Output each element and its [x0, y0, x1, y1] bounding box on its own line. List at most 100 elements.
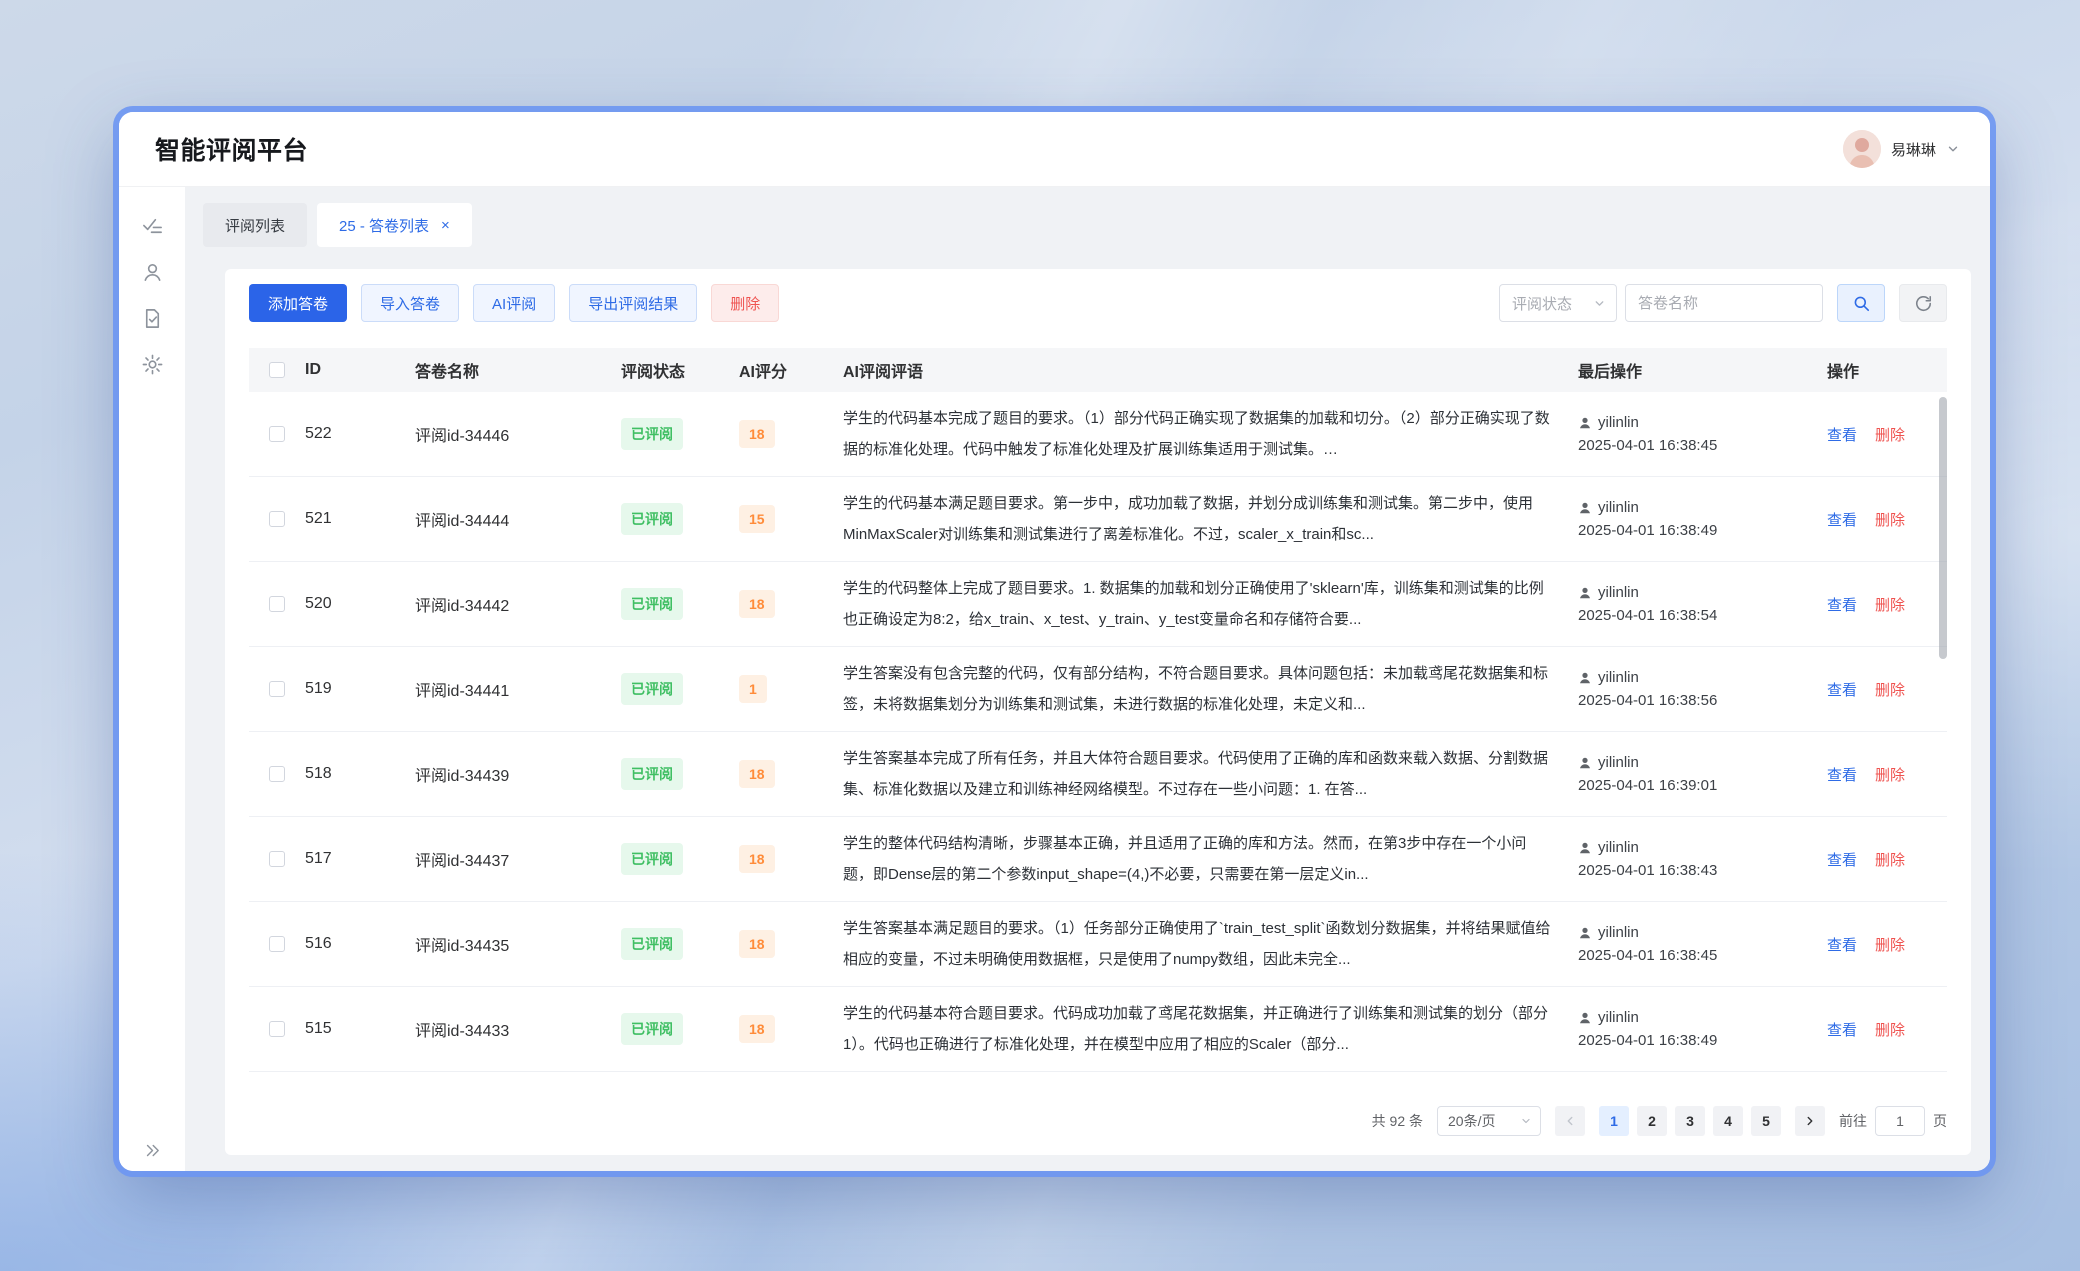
- sidebar-item-users[interactable]: [131, 249, 173, 295]
- status-filter-placeholder: 评阅状态: [1512, 295, 1573, 313]
- view-link[interactable]: 查看: [1827, 1021, 1858, 1039]
- row-checkbox[interactable]: [269, 1021, 285, 1037]
- add-answer-button[interactable]: 添加答卷: [249, 284, 348, 322]
- sidebar-item-review-list[interactable]: [131, 203, 173, 249]
- status-badge: 已评阅: [621, 673, 683, 705]
- refresh-button[interactable]: [1899, 284, 1947, 322]
- vertical-scrollbar-thumb[interactable]: [1939, 397, 1947, 659]
- delete-link[interactable]: 删除: [1875, 851, 1906, 869]
- document-check-icon: [145, 308, 159, 328]
- delete-link[interactable]: 删除: [1875, 426, 1906, 444]
- app-title: 智能评阅平台: [155, 137, 309, 165]
- row-name: 评阅id-34433: [415, 1023, 510, 1040]
- delete-link[interactable]: 删除: [1875, 1021, 1906, 1039]
- ai-comment: 学生答案没有包含完整的代码，仅有部分结构，不符合题目要求。具体问题包括：未加载鸢…: [843, 665, 1549, 713]
- chevron-down-icon: [1520, 1115, 1532, 1127]
- row-name: 评阅id-34435: [415, 938, 510, 955]
- page-button-2[interactable]: 2: [1637, 1106, 1667, 1136]
- row-checkbox[interactable]: [269, 681, 285, 697]
- row-checkbox[interactable]: [269, 851, 285, 867]
- sidebar-collapse-button[interactable]: [119, 1142, 185, 1159]
- row-name: 评阅id-34441: [415, 683, 510, 700]
- tab-answer-list[interactable]: 25 - 答卷列表 ×: [317, 203, 472, 247]
- delete-link[interactable]: 删除: [1875, 766, 1906, 784]
- column-header-last-op: 最后操作: [1578, 364, 1643, 381]
- view-link[interactable]: 查看: [1827, 766, 1858, 784]
- operation-time: 2025-04-01 16:38:45: [1578, 437, 1718, 454]
- sidebar-item-settings[interactable]: [131, 341, 173, 387]
- chevron-right-icon: [1807, 1116, 1813, 1126]
- user-icon: [143, 263, 161, 281]
- status-badge: 已评阅: [621, 1013, 683, 1045]
- view-link[interactable]: 查看: [1827, 681, 1858, 699]
- row-id: 515: [305, 1020, 332, 1037]
- user-icon: [1578, 756, 1592, 770]
- user-icon: [1578, 416, 1592, 430]
- sidebar-item-documents[interactable]: [131, 295, 173, 341]
- search-button[interactable]: [1837, 284, 1885, 322]
- tab-review-list[interactable]: 评阅列表: [203, 203, 308, 247]
- main-content: 评阅列表 25 - 答卷列表 × 添加答卷 导入答卷 AI评阅 导出评阅结果 删…: [185, 187, 1990, 1171]
- row-name: 评阅id-34442: [415, 598, 510, 615]
- view-link[interactable]: 查看: [1827, 596, 1858, 614]
- score-badge: 18: [739, 1015, 775, 1043]
- page-button-5[interactable]: 5: [1751, 1106, 1781, 1136]
- row-name: 评阅id-34439: [415, 768, 510, 785]
- import-answer-button[interactable]: 导入答卷: [361, 284, 460, 322]
- page-size-value: 20条/页: [1448, 1113, 1496, 1129]
- row-id: 516: [305, 935, 332, 952]
- delete-link[interactable]: 删除: [1875, 681, 1906, 699]
- export-results-button[interactable]: 导出评阅结果: [569, 284, 698, 322]
- search-input[interactable]: [1625, 284, 1823, 322]
- delete-button[interactable]: 删除: [711, 284, 780, 322]
- view-link[interactable]: 查看: [1827, 851, 1858, 869]
- operator-name: yilinlin: [1598, 669, 1639, 686]
- status-badge: 已评阅: [621, 928, 683, 960]
- page-button-1[interactable]: 1: [1599, 1106, 1629, 1136]
- table-row: 522 评阅id-34446 已评阅 18 学生的代码基本完成了题目的要求。（1…: [249, 392, 1947, 477]
- tab-close-icon[interactable]: ×: [441, 216, 450, 234]
- ai-review-button[interactable]: AI评阅: [473, 284, 556, 322]
- page-size-select[interactable]: 20条/页: [1437, 1106, 1541, 1136]
- score-badge: 15: [739, 505, 775, 533]
- row-checkbox[interactable]: [269, 766, 285, 782]
- user-avatar: [1842, 130, 1881, 168]
- row-name: 评阅id-34444: [415, 513, 510, 530]
- table-row: 519 评阅id-34441 已评阅 1 学生答案没有包含完整的代码，仅有部分结…: [249, 647, 1947, 732]
- row-checkbox[interactable]: [269, 511, 285, 527]
- delete-link[interactable]: 删除: [1875, 936, 1906, 954]
- prev-page-button[interactable]: [1555, 1106, 1585, 1136]
- status-badge: 已评阅: [621, 843, 683, 875]
- row-id: 521: [305, 510, 332, 527]
- last-operation: yilinlin 2025-04-01 16:38:43: [1578, 836, 1827, 882]
- view-link[interactable]: 查看: [1827, 936, 1858, 954]
- last-operation: yilinlin 2025-04-01 16:38:54: [1578, 581, 1827, 627]
- next-page-button[interactable]: [1795, 1106, 1825, 1136]
- user-menu[interactable]: 易琳琳: [1842, 130, 1960, 168]
- last-operation: yilinlin 2025-04-01 16:38:56: [1578, 666, 1827, 712]
- view-link[interactable]: 查看: [1827, 426, 1858, 444]
- table-row: 520 评阅id-34442 已评阅 18 学生的代码整体上完成了题目要求。1.…: [249, 562, 1947, 647]
- row-checkbox[interactable]: [269, 596, 285, 612]
- select-all-checkbox[interactable]: [269, 362, 285, 378]
- table-body: 522 评阅id-34446 已评阅 18 学生的代码基本完成了题目的要求。（1…: [249, 392, 1947, 1097]
- status-badge: 已评阅: [621, 758, 683, 790]
- goto-page-input[interactable]: [1875, 1106, 1925, 1136]
- row-checkbox[interactable]: [269, 936, 285, 952]
- row-checkbox[interactable]: [269, 426, 285, 442]
- review-checklist-icon: [142, 218, 162, 233]
- ai-comment: 学生的代码基本满足题目要求。第一步中，成功加载了数据，并划分成训练集和测试集。第…: [843, 495, 1534, 543]
- delete-link[interactable]: 删除: [1875, 511, 1906, 529]
- row-id: 522: [305, 425, 332, 442]
- view-link[interactable]: 查看: [1827, 511, 1858, 529]
- last-operation: yilinlin 2025-04-01 16:38:49: [1578, 1006, 1827, 1052]
- status-badge: 已评阅: [621, 418, 683, 450]
- score-badge: 1: [739, 675, 767, 703]
- status-badge: 已评阅: [621, 588, 683, 620]
- table-row: 521 评阅id-34444 已评阅 15 学生的代码基本满足题目要求。第一步中…: [249, 477, 1947, 562]
- page-button-4[interactable]: 4: [1713, 1106, 1743, 1136]
- status-filter-select[interactable]: 评阅状态: [1499, 284, 1617, 322]
- operation-time: 2025-04-01 16:38:56: [1578, 692, 1718, 709]
- delete-link[interactable]: 删除: [1875, 596, 1906, 614]
- page-button-3[interactable]: 3: [1675, 1106, 1705, 1136]
